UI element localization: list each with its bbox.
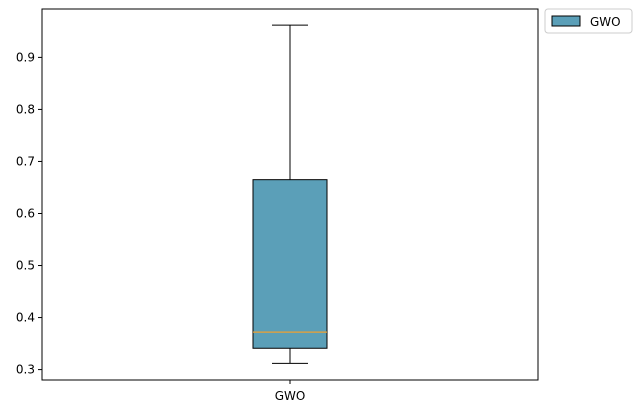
legend-label: GWO	[590, 15, 621, 29]
y-tick-label: 0.3	[16, 363, 35, 377]
y-tick-label: 0.9	[16, 50, 35, 64]
y-tick-label: 0.6	[16, 206, 35, 220]
y-tick-label: 0.8	[16, 102, 35, 116]
y-tick-label: 0.7	[16, 154, 35, 168]
legend-swatch	[551, 15, 581, 27]
axes: 0.3 0.4 0.5 0.6 0.7 0.8 0.9 GWO	[16, 8, 539, 403]
x-tick-label: GWO	[275, 389, 306, 403]
plot-area	[252, 24, 328, 364]
iqr-box	[252, 179, 328, 349]
legend: GWO	[544, 8, 633, 34]
legend-box	[544, 8, 633, 34]
y-tick-label: 0.4	[16, 311, 35, 325]
y-tick-label: 0.5	[16, 259, 35, 273]
